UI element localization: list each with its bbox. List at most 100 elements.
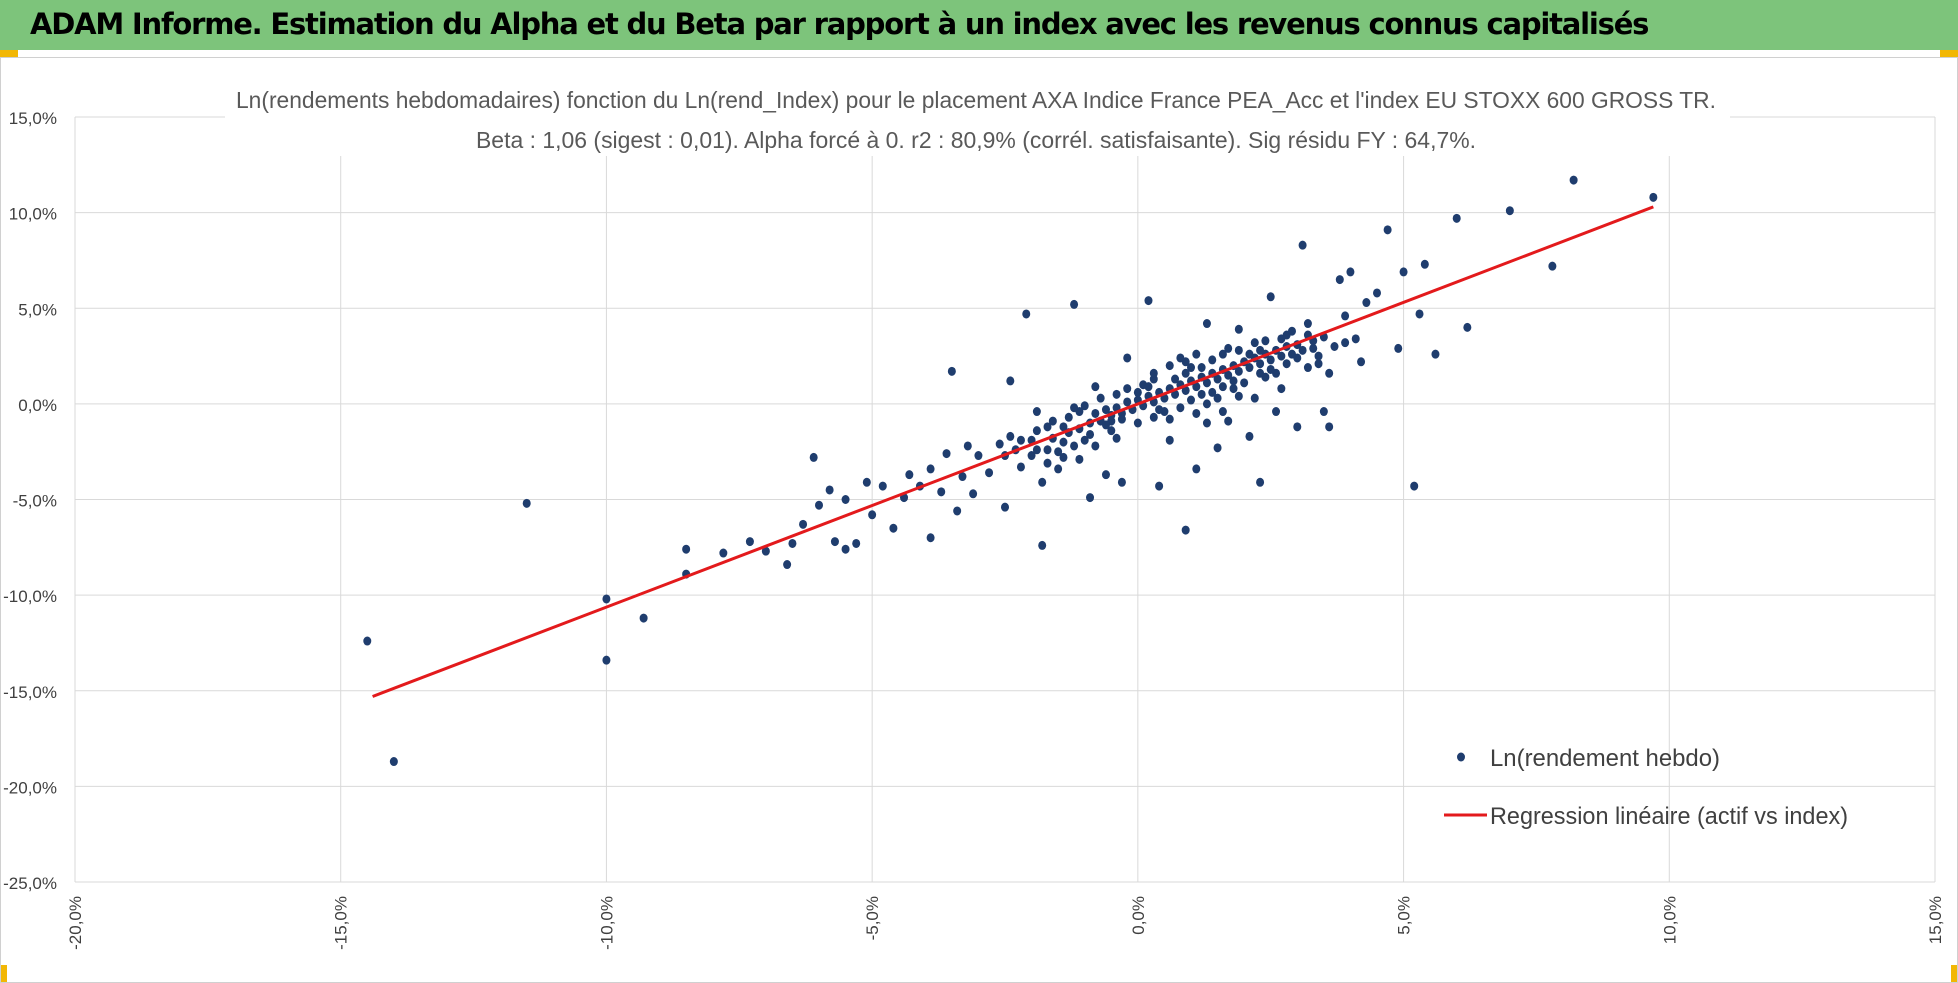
scatter-point [1043,458,1052,468]
scatter-point [783,560,792,570]
scatter-point [639,613,648,623]
scatter-point [1202,319,1211,329]
scatter-point [1101,405,1110,415]
x-tick-label: 0,0% [1129,896,1148,935]
scatter-point [1213,374,1222,384]
scatter-point [1250,338,1259,348]
scatter-point [1272,407,1281,417]
scatter-point [602,655,611,665]
y-tick-label: 15,0% [9,109,57,128]
scatter-point [1192,382,1201,392]
scatter-point [1505,206,1514,216]
scatter-point [995,439,1004,449]
scatter-point [1112,433,1121,443]
scatter-point [1006,431,1015,441]
scatter-point [1256,477,1265,487]
scatter-point [1213,443,1222,453]
scatter-point [1064,412,1073,422]
scatter-point [841,495,850,504]
scatter-point [1208,387,1217,397]
scatter-point [1171,374,1180,384]
scatter-point [1054,464,1063,474]
scatter-point [852,538,861,548]
scatter-point [1234,366,1243,376]
scatter-point [1027,451,1036,461]
scatter-point [1149,368,1158,378]
scatter-point [1224,416,1233,426]
y-tick-label: -5,0% [13,492,57,511]
scatter-point [1155,481,1164,491]
scatter-point [1256,345,1265,355]
report-title: ADAM Informe. Estimation du Alpha et du … [30,7,1649,41]
scatter-point [1314,351,1323,361]
scatter-point [1001,502,1009,512]
scatter-point [1245,363,1254,373]
scatter-point [719,548,728,558]
scatter-point [1298,240,1307,250]
scatter-point [1224,343,1233,353]
scatter-point [878,481,887,491]
scatter-point [389,757,398,767]
x-tick-label: 10,0% [1660,896,1679,944]
scatter-point [1091,408,1100,418]
scatter-point [1224,370,1233,380]
scatter-point [1155,405,1164,415]
scatter-point [745,537,754,547]
chart-title: Ln(rendements hebdomadaires) fonction du… [236,87,1716,113]
scatter-point [1346,267,1355,277]
x-tick-label: -15,0% [332,896,351,950]
scatter-point [1043,422,1052,432]
scatter-point [1133,418,1142,428]
scatter-point [1303,319,1312,329]
scatter-point [1649,192,1658,202]
legend-label-points: Ln(rendement hebdo) [1490,745,1720,772]
scatter-point [1277,351,1286,361]
chart-title-background [225,80,1730,156]
scatter-point [1325,422,1334,432]
scatter-point [1383,225,1392,235]
scatter-point [1197,389,1206,399]
scatter-point [1117,414,1126,424]
scatter-point [862,477,871,487]
scatter-point [974,451,983,461]
scatter-point [1245,431,1254,441]
scatter-point [1016,435,1025,445]
scatter-point [1075,454,1084,464]
scatter-point [1357,357,1366,367]
scatter-point [1054,447,1063,457]
scatter-point [522,498,531,508]
y-tick-label: 0,0% [18,396,57,415]
scatter-point [1070,403,1079,413]
y-tick-label: 5,0% [18,300,57,319]
scatter-point [1287,326,1296,336]
scatter-point [1038,540,1047,550]
scatter-point [1420,259,1429,269]
scatter-point [1123,353,1132,363]
scatter-point [1091,382,1100,392]
scatter-point [1229,376,1238,386]
scatter-point [1362,298,1371,308]
scatter-point [1234,345,1243,355]
scatter-point [1234,324,1243,334]
scatter-point [1117,477,1126,487]
scatter-point [1240,378,1249,388]
scatter-point [1325,368,1334,378]
corner-accent-bottom-left [0,965,7,983]
scatter-point [1218,349,1227,359]
scatter-point [1399,267,1408,277]
scatter-point [1229,384,1238,394]
scatter-point [1202,399,1211,409]
scatter-point [1181,385,1190,395]
scatter-point [926,464,935,474]
scatter-point [1192,408,1201,418]
scatter-point [1298,345,1307,355]
scatter-point [1032,407,1041,417]
scatter-point [1176,403,1185,413]
scatter-point [889,523,898,533]
scatter-point [905,470,914,480]
scatter-point [958,472,967,482]
scatter-point [1202,418,1211,428]
scatter-point [1197,363,1206,373]
scatter-point [1266,355,1275,365]
